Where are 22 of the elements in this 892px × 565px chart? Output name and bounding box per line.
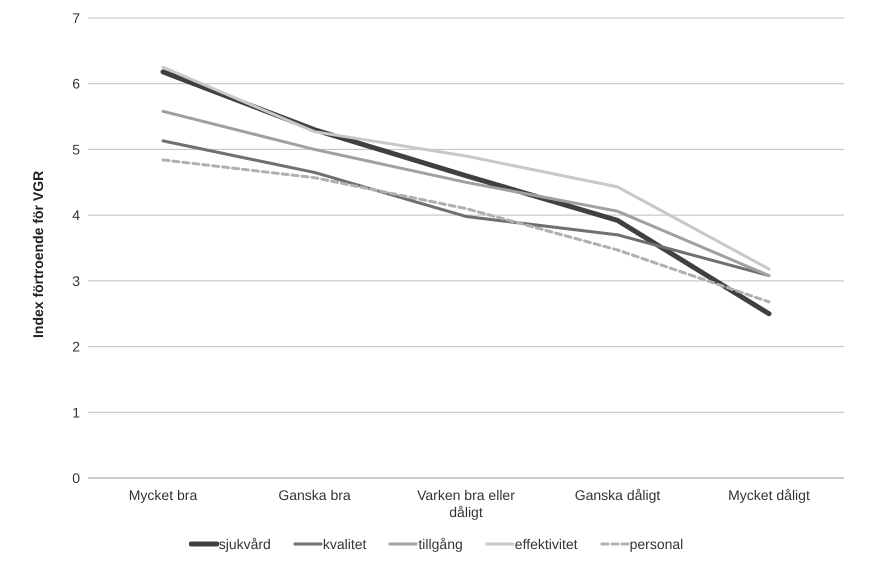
y-tick-label: 0	[72, 470, 80, 486]
legend-label: effektivitet	[514, 536, 578, 552]
x-tick-label: Ganska dåligt	[574, 487, 660, 503]
line-series	[162, 110, 770, 278]
y-axis-title: Index förtroende för VGR	[30, 170, 46, 338]
legend-label: personal	[628, 536, 684, 552]
y-tick-label: 1	[72, 404, 80, 420]
legend-label: sjukvård	[218, 536, 271, 552]
x-tick-label: Mycket bra	[128, 487, 198, 503]
y-tick-label: 2	[72, 338, 80, 355]
legend-label: tillgång	[417, 536, 463, 552]
line-series	[162, 139, 770, 278]
y-tick-label: 3	[72, 272, 80, 289]
x-tick-label: Varken bra eller dåligt	[417, 487, 516, 520]
x-tick-label: Mycket dåligt	[728, 487, 810, 503]
y-tick-label: 4	[72, 207, 80, 224]
y-tick-label: 5	[72, 141, 80, 158]
y-tick-label: 7	[72, 10, 80, 26]
legend-label: kvalitet	[322, 536, 366, 552]
y-tick-label: 6	[72, 76, 80, 92]
line-series	[162, 158, 770, 304]
x-tick-label: Ganska bra	[278, 487, 351, 503]
